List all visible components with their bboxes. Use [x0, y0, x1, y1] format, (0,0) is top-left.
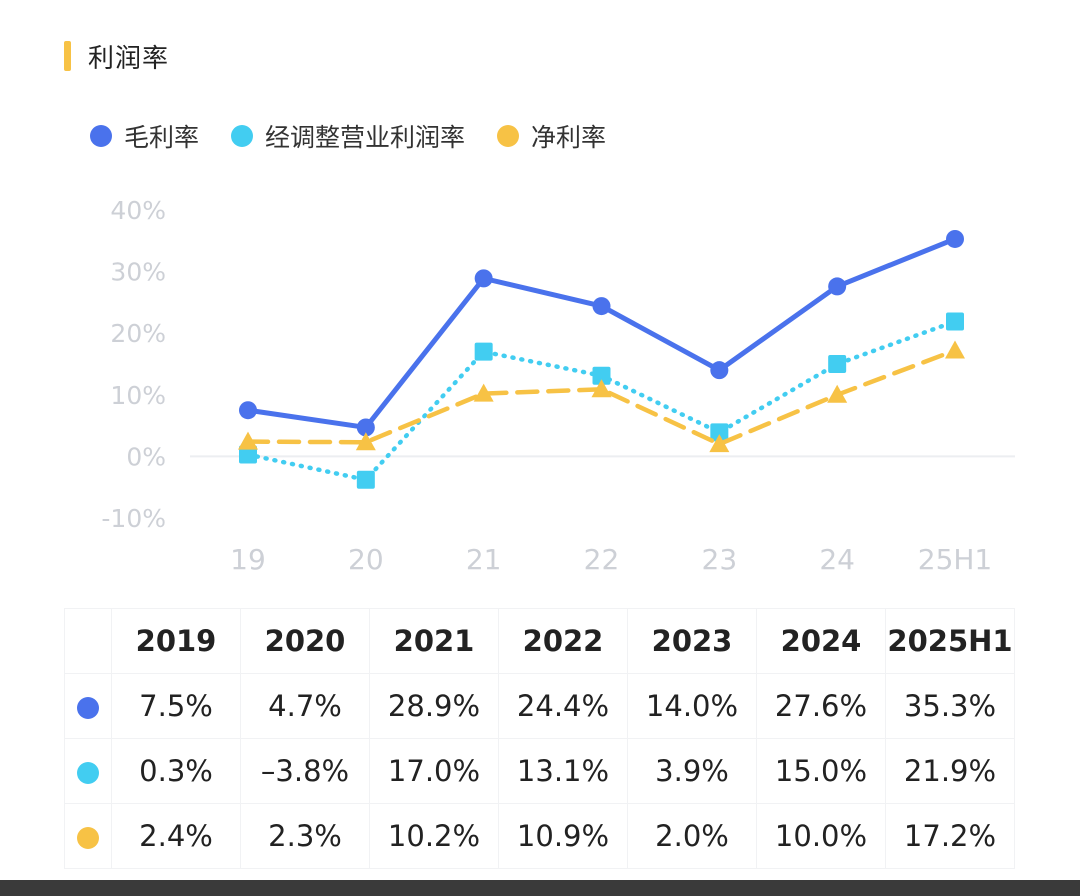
data-point [591, 379, 612, 398]
table-header-cell: 2022 [498, 608, 628, 674]
bottom-divider [0, 880, 1080, 896]
x-tick-label: 25H1 [918, 543, 993, 576]
data-point [239, 401, 257, 420]
data-point [239, 445, 257, 464]
x-tick-label: 23 [702, 543, 738, 576]
data-point [710, 423, 729, 442]
legend-dot-icon [497, 125, 520, 147]
table-cell: 13.1% [498, 738, 628, 804]
table-cell: 10.0% [756, 803, 886, 869]
table-header-cell: 2023 [627, 608, 757, 674]
table-header-row: 2019 2020 2021 2022 2023 2024 2025H1 [64, 608, 1015, 674]
legend-label: 经调整营业利润率 [265, 123, 466, 152]
legend-item-adjusted-operating-margin[interactable]: 经调整营业利润率 [231, 118, 465, 154]
table-row: 7.5% 4.7% 28.9% 24.4% 14.0% 27.6% 35.3% [64, 673, 1015, 739]
row-marker-cell [64, 738, 112, 804]
data-point [356, 418, 375, 437]
series-dot-icon [77, 827, 99, 849]
table-cell: 14.0% [627, 673, 757, 739]
table-header-cell: 2024 [756, 608, 886, 674]
section-header: 利润率 [64, 40, 170, 74]
x-tick-label: 24 [819, 543, 855, 576]
x-tick-label: 19 [230, 543, 266, 576]
series-dot-icon [77, 697, 99, 719]
x-tick-label: 21 [466, 543, 502, 576]
table-cell: 2.4% [111, 803, 241, 869]
table-cell: 3.9% [627, 738, 757, 804]
data-point [355, 432, 376, 451]
table-cell: 7.5% [111, 673, 241, 739]
legend-dot-icon [231, 125, 254, 147]
table-row: 0.3% –3.8% 17.0% 13.1% 3.9% 15.0% 21.9% [64, 738, 1015, 804]
section-accent-bar [64, 41, 71, 71]
data-point [474, 342, 493, 361]
table-header-cell: 2020 [240, 608, 370, 674]
margin-data-table: 2019 2020 2021 2022 2023 2024 2025H1 7.5… [64, 608, 1015, 869]
table-cell: 10.2% [369, 803, 499, 869]
y-tick-label: 40% [110, 196, 166, 225]
table-cell: 0.3% [111, 738, 241, 804]
series-line [245, 236, 958, 430]
chart-legend: 毛利率 经调整营业利润率 净利率 [90, 116, 638, 156]
y-axis: 40% 30% 20% 10% 0% -10% [101, 196, 166, 533]
table-cell: –3.8% [240, 738, 370, 804]
data-point [946, 229, 964, 248]
table-cell: 17.0% [369, 738, 499, 804]
x-axis: 19 20 21 22 23 24 25H1 [230, 543, 992, 576]
table-header-cell: 2019 [111, 608, 241, 674]
legend-label: 毛利率 [124, 123, 200, 152]
table-cell: 15.0% [756, 738, 886, 804]
data-point [592, 366, 611, 385]
table-cell: 27.6% [756, 673, 886, 739]
section-title: 利润率 [88, 43, 170, 74]
data-point [946, 312, 964, 331]
legend-item-gross-margin[interactable]: 毛利率 [90, 118, 199, 154]
data-point [238, 431, 258, 450]
legend-dot-icon [90, 125, 112, 147]
table-cell: 21.9% [885, 738, 1015, 804]
data-point [827, 384, 848, 403]
table-cell: 17.2% [885, 803, 1015, 869]
data-point [356, 470, 375, 489]
series-line [245, 348, 958, 447]
table-cell: 28.9% [369, 673, 499, 739]
table-cell: 4.7% [240, 673, 370, 739]
x-tick-label: 20 [348, 543, 384, 576]
y-tick-label: 0% [126, 442, 166, 471]
legend-item-net-margin[interactable]: 净利率 [497, 118, 606, 154]
table-cell: 2.3% [240, 803, 370, 869]
table-corner-cell [64, 608, 112, 674]
y-tick-label: 10% [110, 381, 166, 410]
table-cell: 24.4% [498, 673, 628, 739]
series-dot-icon [77, 762, 99, 784]
y-tick-label: 20% [110, 319, 166, 348]
data-point [709, 434, 730, 453]
data-point [474, 269, 493, 288]
data-point [828, 277, 847, 296]
table-cell: 2.0% [627, 803, 757, 869]
y-tick-label: -10% [101, 504, 166, 533]
data-point [828, 355, 847, 373]
table-header-cell: 2021 [369, 608, 499, 674]
legend-label: 净利率 [531, 123, 607, 152]
table-header-cell: 2025H1 [885, 608, 1015, 674]
x-tick-label: 22 [584, 543, 620, 576]
table-row: 2.4% 2.3% 10.2% 10.9% 2.0% 10.0% 17.2% [64, 803, 1015, 869]
series-layer [238, 229, 965, 489]
data-point [945, 340, 965, 359]
y-tick-label: 30% [110, 258, 166, 287]
data-point [710, 361, 729, 380]
margin-line-chart: 40% 30% 20% 10% 0% -10% 19 20 21 22 23 24 25H1 [101, 196, 1015, 576]
data-point [473, 383, 494, 402]
table-cell: 10.9% [498, 803, 628, 869]
row-marker-cell [64, 673, 112, 739]
data-point [592, 297, 611, 316]
row-marker-cell [64, 803, 112, 869]
table-cell: 35.3% [885, 673, 1015, 739]
